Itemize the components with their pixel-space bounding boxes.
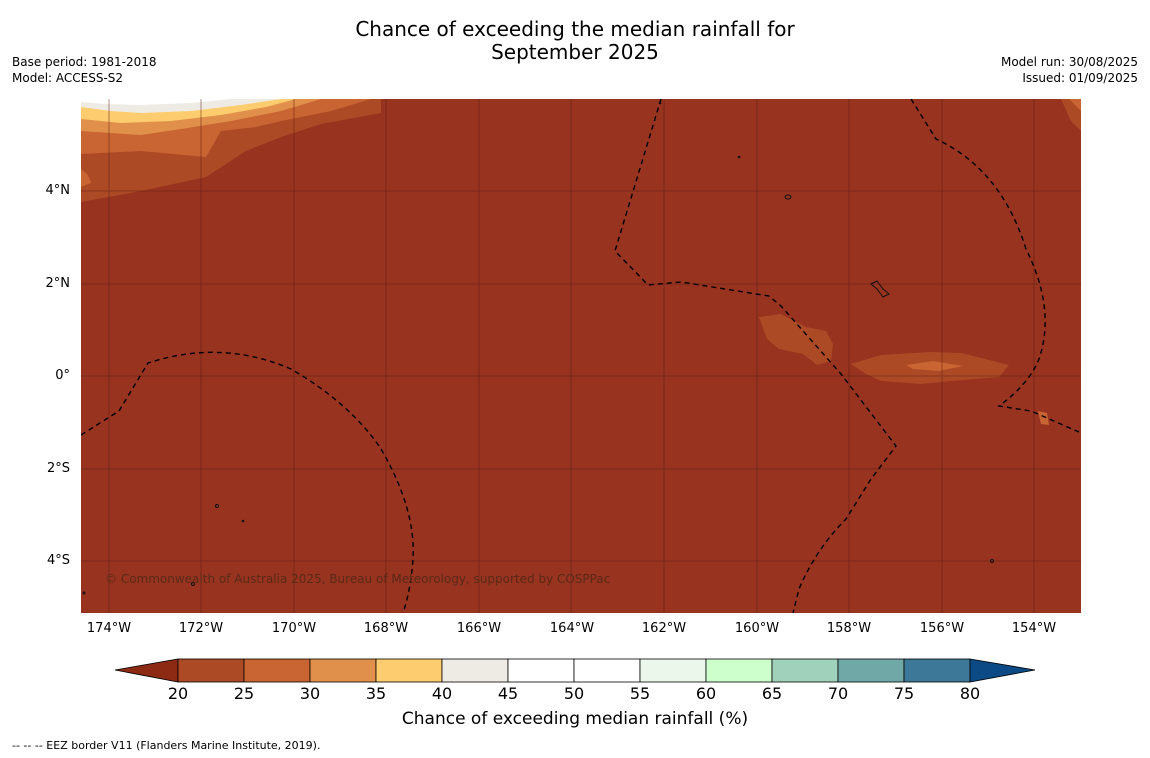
colorbar-tick-45: 45: [497, 684, 519, 703]
islands: [82, 101, 994, 595]
eez-borders: [81, 99, 1080, 613]
colorbar-tick-40: 40: [431, 684, 453, 703]
lat-label-4s: 4°S: [46, 553, 70, 568]
map-svg: [81, 99, 1081, 613]
colorbar-tick-65: 65: [761, 684, 783, 703]
lon-label-156w: 156°W: [919, 621, 965, 636]
colorbar-tick-70: 70: [827, 684, 849, 703]
model-run: Model run: 30/08/2025: [1000, 55, 1138, 69]
lon-label-168w: 168°W: [363, 621, 409, 636]
lon-label-170w: 170°W: [271, 621, 317, 636]
issued-date: Issued: 01/09/2025: [1022, 71, 1138, 85]
lat-label-0: 0°: [55, 368, 70, 383]
contour-top-right: [1061, 99, 1081, 131]
colorbar-tick-20: 20: [167, 684, 189, 703]
colorbar-tick-50: 50: [563, 684, 585, 703]
colorbar-tick-35: 35: [365, 684, 387, 703]
colorbar-tick-55: 55: [629, 684, 651, 703]
contour-left-patch: [81, 169, 91, 187]
colorbar-tick-60: 60: [695, 684, 717, 703]
colorbar-bin-40-45: [441, 658, 509, 683]
lon-label-172w: 172°W: [178, 621, 224, 636]
meta-left: Base period: 1981-2018 Model: ACCESS-S2: [12, 54, 157, 86]
colorbar-tick-25: 25: [233, 684, 255, 703]
lon-label-158w: 158°W: [826, 621, 872, 636]
title-line-2: September 2025: [491, 40, 659, 64]
copyright-note: © Commonwealth of Australia 2025, Bureau…: [105, 572, 611, 586]
colorbar-tick-80: 80: [959, 684, 981, 703]
model-name: Model: ACCESS-S2: [12, 71, 124, 85]
contour-right-patch: [1038, 411, 1049, 425]
colorbar-bin-35-40: [375, 658, 443, 683]
colorbar-bin-60-65: [705, 658, 773, 683]
lat-label-2n: 2°N: [45, 276, 71, 291]
title-line-1: Chance of exceeding the median rainfall …: [355, 17, 795, 41]
colorbar-bin-20-25: [177, 658, 245, 683]
lon-label-160w: 160°W: [734, 621, 780, 636]
lon-label-164w: 164°W: [549, 621, 595, 636]
colorbar-bin-45-50: [507, 658, 575, 683]
base-period: Base period: 1981-2018: [12, 55, 157, 69]
colorbar-bin-55-60: [639, 658, 707, 683]
colorbar: [115, 658, 1036, 683]
contour-central-patch-3: [906, 361, 963, 371]
colorbar-label: Chance of exceeding median rainfall (%): [401, 709, 749, 729]
lon-label-166w: 166°W: [456, 621, 502, 636]
colorbar-bin-30-35: [309, 658, 377, 683]
meta-right: Model run: 30/08/2025 Issued: 01/09/2025: [1001, 54, 1138, 86]
lon-label-174w: 174°W: [86, 621, 132, 636]
eez-footnote: -- -- -- EEZ border V11 (Flanders Marine…: [12, 739, 321, 752]
contour-top-right-inner: [1069, 99, 1081, 111]
contour-central-patch-1: [759, 314, 833, 365]
map-title: Chance of exceeding the median rainfall …: [0, 18, 1150, 64]
lon-label-162w: 162°W: [641, 621, 687, 636]
graticule: [81, 99, 1081, 613]
colorbar-tick-75: 75: [893, 684, 915, 703]
lat-label-4n: 4°N: [45, 183, 71, 198]
colorbar-bin-75-80: [903, 658, 971, 683]
colorbar-bin-25-30: [243, 658, 311, 683]
lat-label-2s: 2°S: [46, 461, 70, 476]
colorbar-bin-65-70: [771, 658, 839, 683]
contour-50-55: [81, 99, 231, 105]
map-area: © Commonwealth of Australia 2025, Bureau…: [81, 99, 1081, 613]
colorbar-tick-30: 30: [299, 684, 321, 703]
colorbar-bin-70-75: [837, 658, 905, 683]
colorbar-extend-low: [115, 658, 179, 683]
lon-label-154w: 154°W: [1011, 621, 1057, 636]
colorbar-bin-50-55: [573, 658, 641, 683]
colorbar-extend-high: [969, 658, 1036, 683]
